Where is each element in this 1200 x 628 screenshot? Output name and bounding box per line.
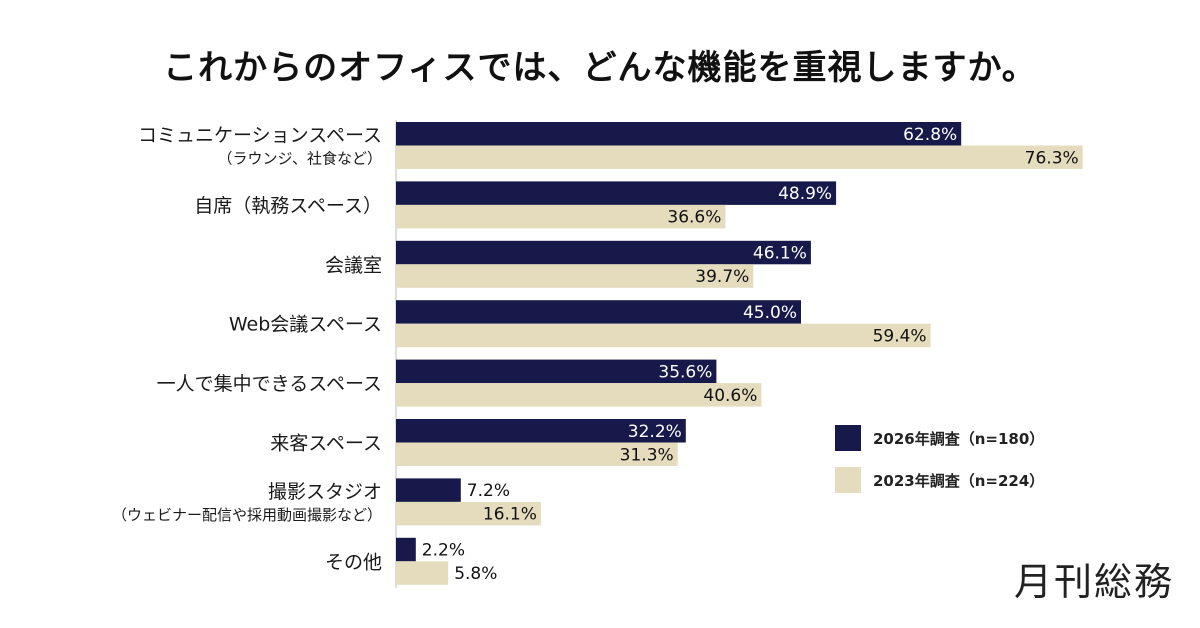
data-label-2026: 2.2% — [422, 541, 465, 561]
data-label-2023: 76.3% — [1025, 148, 1079, 168]
bar-2026 — [396, 240, 811, 265]
bar-2023 — [396, 204, 726, 229]
legend-label-2026: 2026年調査（n=180） — [873, 429, 1045, 448]
legend-item-2026: 2026年調査（n=180） — [835, 424, 1044, 452]
legend-swatch-2023 — [835, 467, 861, 493]
bar-2023 — [396, 561, 449, 585]
bar-2023 — [396, 323, 931, 348]
data-label-2026: 48.9% — [778, 184, 832, 204]
data-label-2023: 59.4% — [873, 326, 927, 346]
category-label: Web会議スペース — [229, 314, 382, 336]
category-sublabel: （ラウンジ、社食など） — [217, 150, 382, 168]
chart-title: これからのオフィスでは、どんな機能を重視しますか。 — [163, 48, 1037, 88]
bar-2023 — [396, 383, 762, 407]
bar-2026 — [396, 478, 461, 502]
bar-2023 — [396, 442, 678, 466]
data-label-2026: 32.2% — [628, 422, 682, 442]
data-label-2023: 31.3% — [620, 445, 674, 465]
category-label: 自席（執務スペース） — [194, 195, 382, 217]
category-label: その他 — [325, 551, 382, 573]
bar-2026 — [396, 537, 416, 562]
legend-label-2023: 2023年調査（n=224） — [873, 471, 1045, 490]
category-label: 撮影スタジオ — [268, 481, 382, 503]
data-label-2023: 39.7% — [695, 267, 749, 287]
legend-item-2023: 2023年調査（n=224） — [835, 466, 1044, 494]
data-label-2023: 5.8% — [454, 564, 497, 584]
data-label-2026: 7.2% — [467, 481, 510, 501]
category-label: 会議室 — [325, 254, 382, 276]
brand-logo: 月刊総務 — [1013, 560, 1174, 604]
bar-2023 — [396, 501, 541, 526]
bar-2023 — [396, 145, 1083, 169]
bar-2026 — [396, 300, 801, 324]
bar-2026 — [396, 419, 686, 443]
category-label: 一人で集中できるスペース — [157, 373, 382, 395]
data-label-2023: 16.1% — [483, 505, 537, 525]
bar-2026 — [396, 181, 837, 205]
category-label: コミュニケーションスペース — [138, 125, 382, 147]
data-label-2026: 46.1% — [753, 244, 807, 264]
category-sublabel: （ウェビナー配信や採用動画撮影など） — [112, 506, 382, 524]
bar-2026 — [396, 122, 962, 146]
bar-2026 — [396, 359, 717, 384]
data-label-2026: 62.8% — [903, 125, 957, 145]
data-label-2023: 36.6% — [667, 208, 721, 228]
bar-2023 — [396, 264, 754, 288]
legend: 2026年調査（n=180） 2023年調査（n=224） — [835, 424, 1044, 508]
data-label-2026: 45.0% — [743, 303, 797, 323]
legend-swatch-2026 — [835, 425, 861, 451]
data-label-2026: 35.6% — [658, 362, 712, 382]
category-label: 来客スペース — [270, 433, 382, 455]
data-label-2023: 40.6% — [703, 386, 757, 406]
